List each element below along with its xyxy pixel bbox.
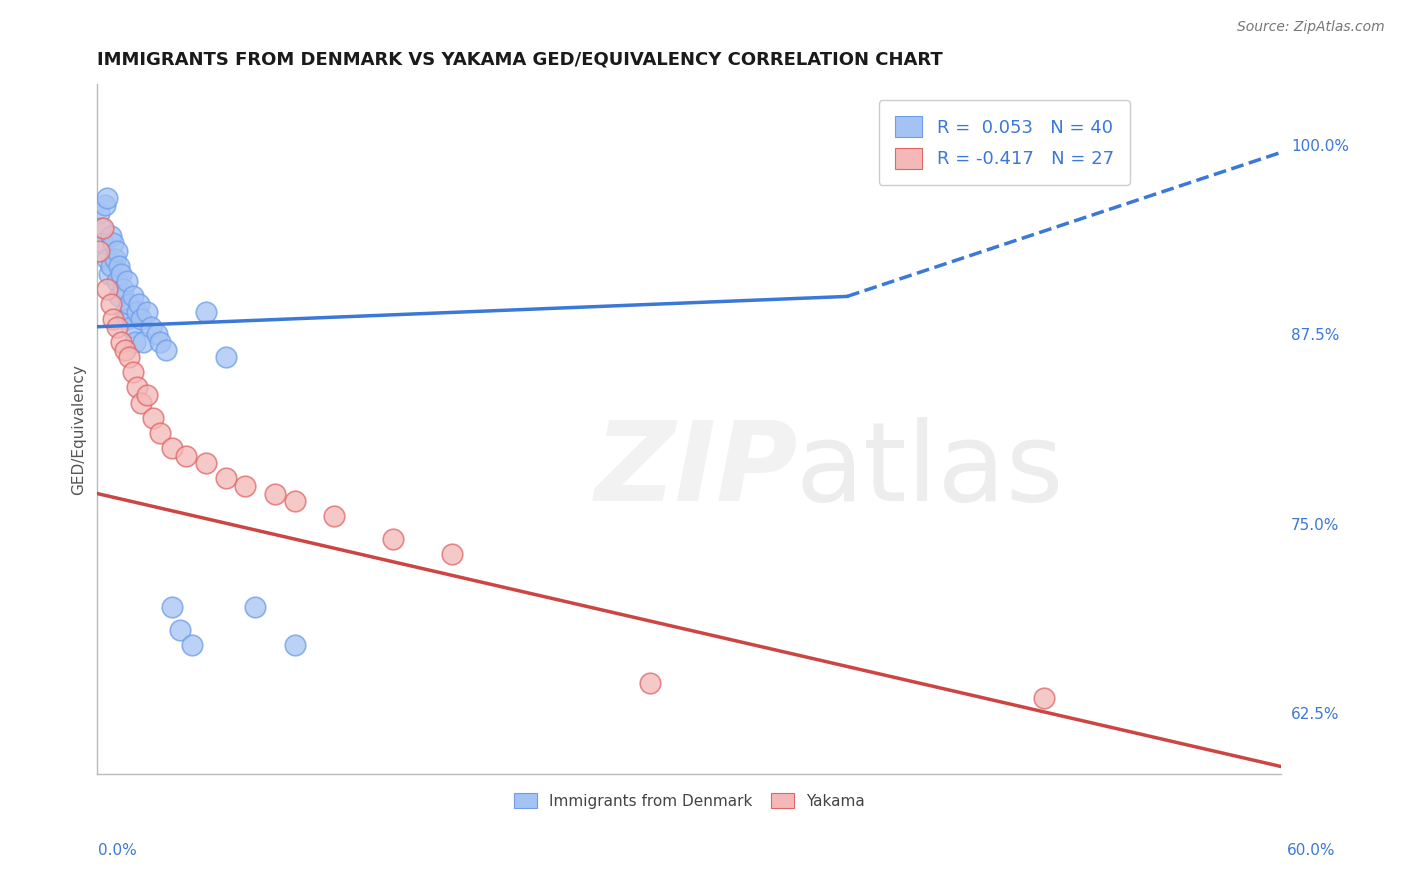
Point: [91, 221, 114, 235]
Legend: Immigrants from Denmark, Yakama: Immigrants from Denmark, Yakama: [508, 787, 870, 814]
Point: [145, 327, 167, 342]
Point: [121, 365, 143, 379]
Point: [233, 479, 256, 493]
Point: [125, 304, 148, 318]
Point: [162, 600, 184, 615]
Point: [284, 494, 307, 508]
Point: [149, 425, 172, 440]
Point: [100, 259, 122, 273]
Point: [104, 252, 127, 266]
Point: [100, 228, 122, 243]
Text: atlas: atlas: [796, 417, 1064, 524]
Point: [162, 441, 184, 455]
Point: [1033, 691, 1056, 706]
Point: [118, 297, 141, 311]
Point: [108, 289, 131, 303]
Point: [124, 334, 146, 349]
Point: [114, 304, 136, 318]
Point: [105, 274, 128, 288]
Point: [174, 449, 197, 463]
Point: [214, 471, 236, 485]
Point: [98, 267, 121, 281]
Point: [142, 410, 165, 425]
Point: [214, 350, 236, 364]
Point: [181, 638, 204, 652]
Point: [135, 388, 157, 402]
Point: [96, 191, 118, 205]
Text: ZIP: ZIP: [595, 417, 799, 524]
Point: [96, 282, 118, 296]
Point: [118, 350, 141, 364]
Point: [155, 343, 177, 357]
Point: [323, 509, 346, 524]
Point: [121, 289, 143, 303]
Point: [441, 547, 464, 561]
Point: [115, 274, 138, 288]
Point: [169, 623, 191, 637]
Point: [110, 267, 132, 281]
Point: [284, 638, 307, 652]
Point: [382, 532, 405, 546]
Point: [100, 297, 122, 311]
Point: [194, 456, 217, 470]
Point: [105, 319, 128, 334]
Text: Source: ZipAtlas.com: Source: ZipAtlas.com: [1237, 20, 1385, 34]
Point: [638, 676, 661, 690]
Point: [135, 304, 157, 318]
Text: IMMIGRANTS FROM DENMARK VS YAKAMA GED/EQUIVALENCY CORRELATION CHART: IMMIGRANTS FROM DENMARK VS YAKAMA GED/EQ…: [97, 51, 943, 69]
Point: [96, 252, 118, 266]
Point: [115, 312, 138, 326]
Point: [105, 244, 128, 258]
Point: [114, 343, 136, 357]
Point: [139, 319, 162, 334]
Point: [264, 486, 287, 500]
Point: [108, 259, 131, 273]
Point: [128, 297, 150, 311]
Point: [91, 236, 114, 251]
Point: [149, 334, 172, 349]
Y-axis label: GED/Equivalency: GED/Equivalency: [72, 364, 86, 494]
Point: [132, 334, 155, 349]
Point: [120, 319, 142, 334]
Point: [101, 236, 124, 251]
Text: 0.0%: 0.0%: [98, 843, 138, 858]
Point: [129, 395, 152, 409]
Point: [101, 312, 124, 326]
Point: [111, 282, 134, 296]
Point: [89, 206, 111, 220]
Point: [89, 244, 111, 258]
Point: [243, 600, 266, 615]
Point: [94, 198, 117, 212]
Point: [90, 221, 112, 235]
Point: [110, 334, 132, 349]
Text: 60.0%: 60.0%: [1288, 843, 1336, 858]
Point: [129, 312, 152, 326]
Point: [125, 380, 148, 394]
Point: [194, 304, 217, 318]
